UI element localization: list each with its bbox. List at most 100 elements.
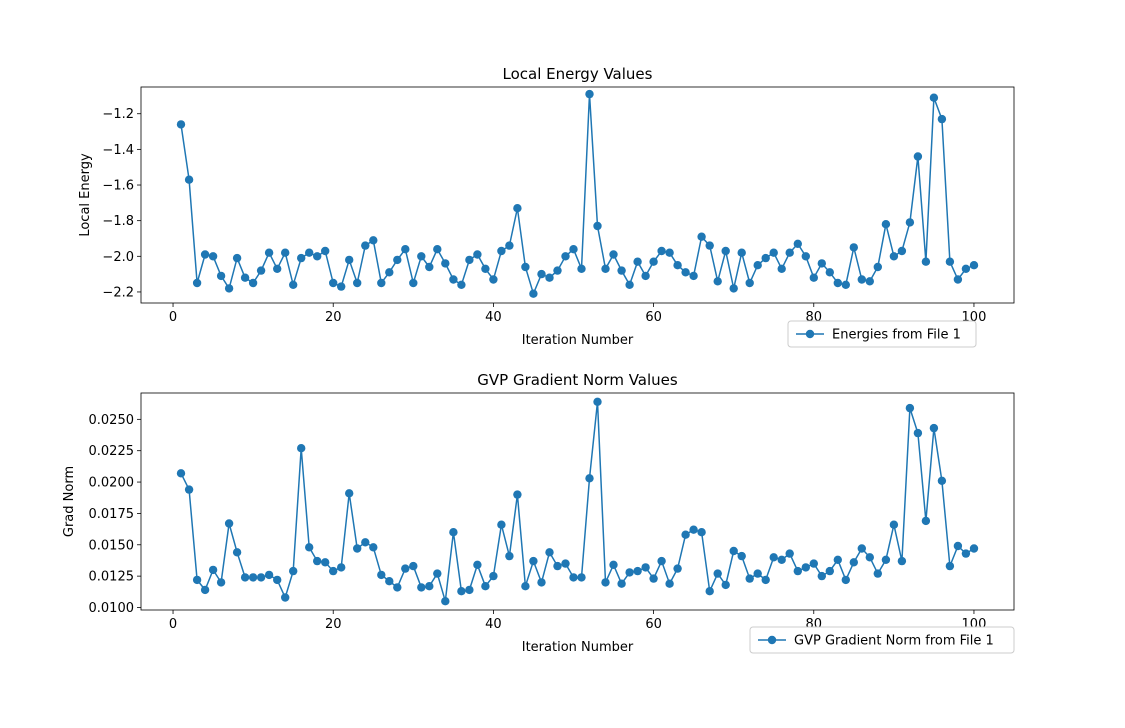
chart-1-y-tick-label: −2.2 [102,285,134,300]
chart-2-data-point [249,573,257,581]
chart-2-y-tick-label: 0.0225 [89,444,135,459]
chart-1-data-point [305,249,313,257]
chart-2-data-point [529,557,537,565]
chart-2-data-point [185,485,193,493]
chart-1-data-point [858,275,866,283]
chart-1-data-point [882,220,890,228]
chart-1-data-point [433,245,441,253]
chart-1-data-point [465,256,473,264]
chart-2-data-point [521,582,529,590]
chart-2-data-point [689,526,697,534]
chart-1-data-point [898,247,906,255]
chart-1-data-point [233,254,241,262]
chart-1-x-tick-label: 0 [169,310,177,325]
chart-2-data-point [393,583,401,591]
chart-1-data-point [225,284,233,292]
chart-2-data-point [770,553,778,561]
chart-1-data-point [617,266,625,274]
chart-1-data-point [545,274,553,282]
chart-2-data-point [898,557,906,565]
chart-2-data-point [425,582,433,590]
chart-2-y-tick-label: 0.0200 [89,476,135,491]
chart-2-data-point [177,469,185,477]
chart-1-data-point [241,274,249,282]
chart-2-data-point [377,571,385,579]
chart-1-data-point [273,265,281,273]
chart-1-data-point [457,281,465,289]
chart-2-data-point [257,573,265,581]
chart-1-data-point [561,252,569,260]
chart-1-data-point [834,279,842,287]
chart-1-data-point [409,279,417,287]
chart-1-data-point [673,261,681,269]
chart-2-data-point [265,571,273,579]
chart-2-data-point [305,543,313,551]
chart-2-data-point [882,556,890,564]
chart-2-data-point [201,586,209,594]
chart-2-data-point [938,477,946,485]
chart-2-data-point [329,567,337,575]
chart-1-data-point [257,266,265,274]
chart-2-data-point [273,576,281,584]
chart-2-data-point [449,528,457,536]
chart-1-data-point [297,254,305,262]
chart-1-data-point [521,263,529,271]
chart-1-data-point [697,233,705,241]
chart-2-data-point [465,586,473,594]
chart-2-legend-label: GVP Gradient Norm from File 1 [794,634,994,649]
chart-1-data-point [361,241,369,249]
chart-1-data-point [593,222,601,230]
chart-2-y-tick-label: 0.0100 [89,601,135,616]
chart-1-data-point [345,256,353,264]
chart-2-data-point [890,521,898,529]
chart-2-data-point [818,572,826,580]
chart-2-y-tick-label: 0.0150 [89,538,135,553]
chart-1-data-point [657,247,665,255]
chart-1-data-point [874,263,882,271]
chart-1-data-point [553,266,561,274]
chart-1-data-point [746,279,754,287]
chart-2-data-point [233,548,241,556]
chart-2-data-point [850,558,858,566]
chart-2-data-point [369,543,377,551]
chart-1-data-point [641,272,649,280]
chart-1-data-point [289,281,297,289]
chart-2-data-point [401,564,409,572]
chart-1-data-point [633,258,641,266]
chart-2-data-point [762,576,770,584]
chart-2-y-tick-label: 0.0250 [89,413,135,428]
chart-2-data-point [866,553,874,561]
chart-1-data-point [385,268,393,276]
chart-1-x-axis-label: Iteration Number [522,333,634,348]
chart-2-data-point [657,557,665,565]
chart-2-data-point [914,429,922,437]
chart-1-series-line [181,94,974,294]
chart-2-data-point [585,474,593,482]
chart-2-data-point [970,544,978,552]
chart-2-data-point [545,548,553,556]
chart-2-data-point [337,563,345,571]
chart-2-data-point [473,561,481,569]
chart-1-data-point [177,120,185,128]
chart-2-data-point [802,563,810,571]
chart-1-data-point [954,275,962,283]
chart-2-data-point [489,572,497,580]
chart-2-data-point [281,593,289,601]
chart-1-x-tick-label: 60 [645,310,662,325]
chart-2-data-point [842,576,850,584]
chart-2-data-point [834,556,842,564]
chart-1-y-tick-label: −1.4 [102,143,134,158]
chart-2-data-point [754,569,762,577]
chart-1-data-point [193,279,201,287]
chart-1-data-point [866,277,874,285]
chart-2-data-point [697,528,705,536]
chart-2-data-point [706,587,714,595]
chart-1-data-point [914,152,922,160]
chart-2-y-axis-label: Grad Norm [62,466,77,537]
chart-1-y-tick-label: −2.0 [102,250,134,265]
chart-2-data-point [874,569,882,577]
chart-2-title: GVP Gradient Norm Values [477,371,678,389]
chart-2-data-point [962,549,970,557]
